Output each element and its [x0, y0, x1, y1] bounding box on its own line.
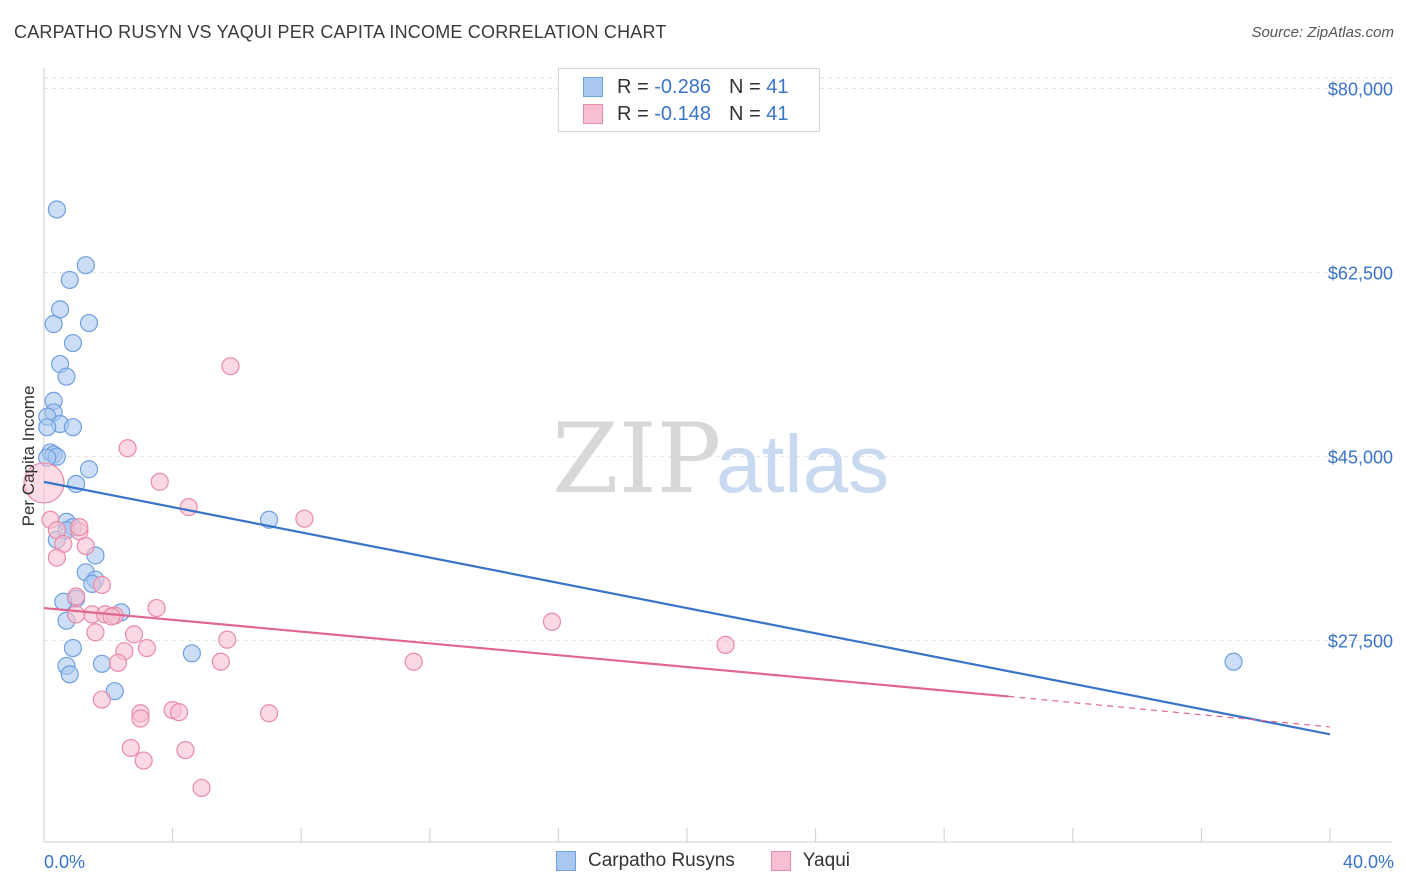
y-tick-labels: $80,000 $62,500 $45,000 $27,500	[1328, 80, 1393, 652]
yaqui-point[interactable]	[192, 778, 211, 798]
yaqui-point[interactable]	[92, 575, 111, 595]
yaqui-point[interactable]	[169, 703, 189, 722]
yaqui-point[interactable]	[404, 652, 423, 671]
x-tick-label-max: 40.0%	[1342, 852, 1394, 872]
y-tick-label: $80,000	[1328, 80, 1393, 100]
n-value: 41	[766, 102, 789, 125]
carpatho-point[interactable]	[44, 315, 63, 334]
y-tick-label: $62,500	[1328, 264, 1393, 284]
watermark-zip: ZIP	[552, 403, 721, 515]
carpatho-trend-line	[43, 480, 1331, 736]
legend-swatch-carpatho	[556, 851, 576, 871]
carpatho-point[interactable]	[92, 654, 111, 673]
yaqui-point[interactable]	[134, 751, 153, 770]
yaqui-point[interactable]	[716, 635, 735, 654]
yaqui-point[interactable]	[542, 612, 562, 631]
legend-item-carpatho[interactable]: Carpatho Rusyns	[556, 850, 735, 872]
carpatho-point[interactable]	[63, 333, 83, 353]
watermark: ZIP atlas	[552, 403, 889, 515]
yaqui-point[interactable]	[295, 509, 314, 528]
legend-item-yaqui[interactable]: Yaqui	[770, 850, 850, 872]
yaqui-point[interactable]	[102, 607, 121, 626]
r-value: -0.148	[654, 102, 711, 125]
carpatho-point[interactable]	[47, 200, 66, 219]
yaqui-point[interactable]	[121, 738, 140, 758]
yaqui-point[interactable]	[67, 587, 86, 606]
legend-row-carpatho: R = -0.286 N = 41	[583, 74, 788, 100]
yaqui-point[interactable]	[47, 548, 66, 567]
yaqui-point[interactable]	[211, 652, 230, 671]
yaqui-trend-line	[43, 606, 1009, 698]
yaqui-point[interactable]	[124, 625, 144, 644]
carpatho-point[interactable]	[63, 418, 83, 437]
yaqui-point[interactable]	[221, 357, 240, 376]
legend-label-yaqui: Yaqui	[802, 850, 850, 871]
series-legend: Carpatho Rusyns Yaqui	[0, 850, 1406, 872]
yaqui-point[interactable]	[108, 653, 128, 672]
yaqui-point[interactable]	[92, 690, 111, 709]
carpatho-point[interactable]	[60, 270, 79, 290]
legend-label-carpatho: Carpatho Rusyns	[588, 850, 735, 871]
yaqui-point[interactable]	[70, 517, 89, 537]
legend-swatch-yaqui	[770, 851, 791, 871]
data-points	[23, 200, 1243, 798]
trend-lines	[43, 480, 1331, 736]
r-label: R =	[617, 75, 649, 98]
carpatho-point[interactable]	[182, 644, 201, 663]
carpatho-point[interactable]	[76, 256, 95, 275]
carpatho-point[interactable]	[79, 313, 99, 333]
carpatho-point[interactable]	[57, 367, 76, 386]
carpatho-point[interactable]	[60, 665, 79, 684]
yaqui-point[interactable]	[147, 598, 166, 618]
yaqui-point[interactable]	[67, 605, 86, 624]
yaqui-point[interactable]	[86, 623, 105, 642]
carpatho-point[interactable]	[63, 638, 83, 658]
yaqui-point[interactable]	[76, 536, 95, 556]
legend-swatch-yaqui	[583, 104, 603, 124]
yaqui-point[interactable]	[176, 740, 195, 760]
legend-swatch-carpatho	[583, 77, 603, 97]
y-tick-label: $45,000	[1328, 448, 1393, 468]
yaqui-point[interactable]	[131, 709, 150, 728]
r-label: R =	[617, 102, 649, 125]
carpatho-point[interactable]	[79, 460, 99, 479]
watermark-atlas: atlas	[716, 419, 889, 510]
x-tick-label-min: 0.0%	[44, 852, 86, 872]
r-value: -0.286	[654, 75, 711, 98]
n-value: 41	[766, 75, 789, 98]
carpatho-point[interactable]	[259, 510, 279, 529]
n-label: N =	[728, 75, 761, 98]
y-axis-title: Per Capita Income	[19, 386, 38, 527]
yaqui-point[interactable]	[150, 472, 169, 491]
chart-title: CARPATHO RUSYN VS YAQUI PER CAPITA INCOM…	[14, 22, 667, 42]
source-label: Source: ZipAtlas.com	[1251, 24, 1394, 41]
yaqui-point[interactable]	[137, 638, 156, 658]
carpatho-point[interactable]	[105, 682, 124, 701]
yaqui-trend-extension	[1008, 695, 1331, 728]
yaqui-point[interactable]	[218, 630, 237, 649]
yaqui-point[interactable]	[259, 704, 279, 723]
gridlines	[44, 77, 1392, 642]
carpatho-point[interactable]	[1224, 652, 1243, 671]
n-label: N =	[728, 102, 761, 125]
carpatho-point[interactable]	[38, 418, 57, 437]
y-tick-label: $27,500	[1328, 632, 1393, 652]
stats-legend: R = -0.286 N = 41 R = -0.148 N = 41	[558, 68, 820, 132]
yaqui-point[interactable]	[118, 439, 137, 458]
legend-row-yaqui: R = -0.148 N = 41	[583, 101, 788, 127]
yaqui-point[interactable]	[179, 498, 198, 517]
